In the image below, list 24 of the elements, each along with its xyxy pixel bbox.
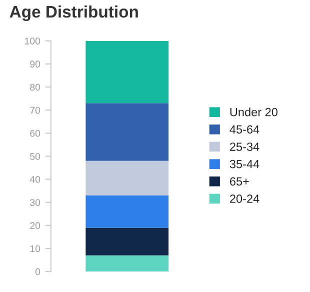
legend-label: 20-24 (230, 194, 260, 203)
bar (86, 255, 169, 272)
bar (86, 40, 169, 104)
chart-title: Age Distribution (10, 5, 138, 22)
y-tick-label: 30 (30, 199, 40, 206)
legend-label: 45-64 (230, 125, 260, 134)
bar (86, 103, 169, 161)
y-tick-label: 70 (30, 106, 40, 114)
legend-label: 35-44 (230, 160, 260, 168)
y-tick-label: 60 (30, 130, 40, 137)
bar (86, 195, 169, 228)
legend-label: Under 20 (230, 108, 278, 116)
y-tick-label: 100 (24, 38, 40, 44)
y-tick-label: 90 (30, 60, 40, 68)
y-tick-label: 10 (30, 245, 40, 252)
bar (86, 160, 169, 196)
y-tick-label: 40 (30, 176, 40, 183)
y-tick-label: 80 (30, 84, 40, 91)
y-tick-label: 20 (30, 222, 40, 230)
legend-label: 25-34 (230, 142, 260, 151)
bar (86, 228, 169, 256)
legend-label: 65+ (230, 177, 249, 186)
y-tick-label: 50 (30, 152, 40, 160)
y-tick-label: 0 (35, 268, 40, 276)
